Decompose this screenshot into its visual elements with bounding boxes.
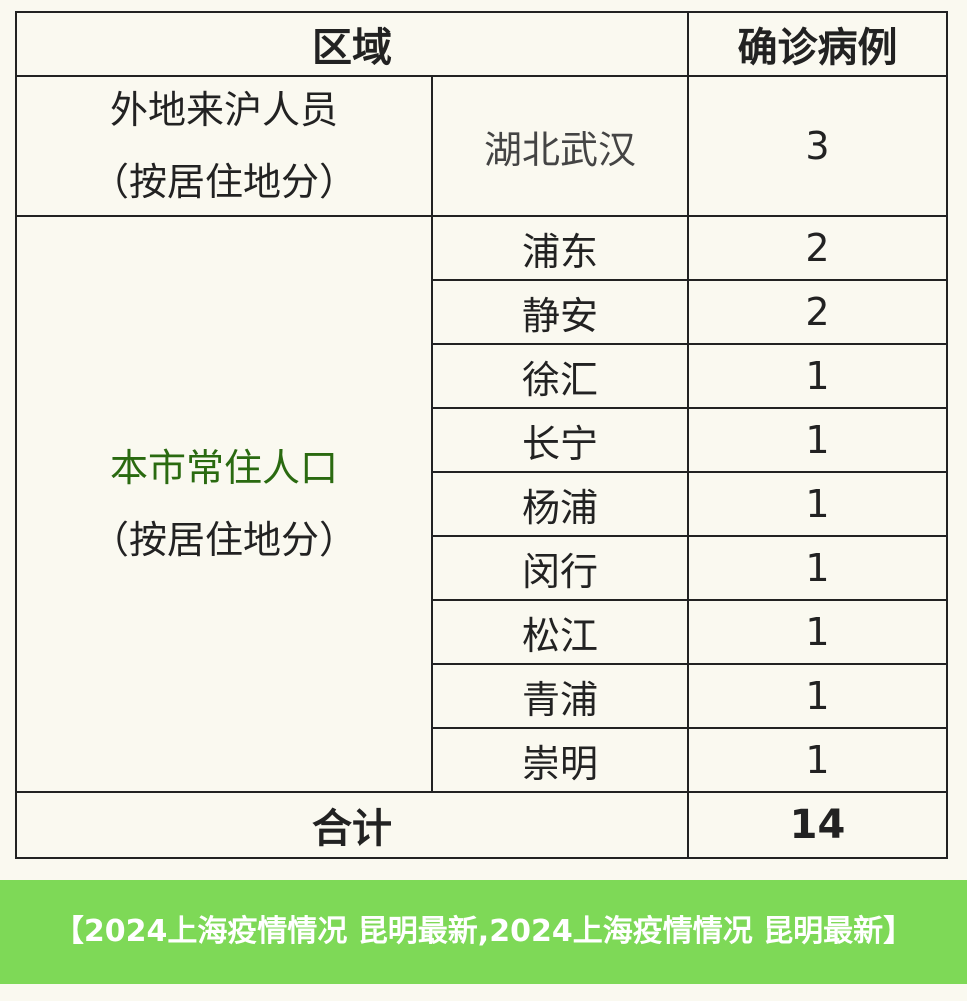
local-cases: 2 (687, 279, 948, 345)
local-region: 徐汇 (431, 343, 689, 409)
local-cases: 1 (687, 471, 948, 537)
local-region: 杨浦 (431, 471, 689, 537)
header-cases: 确诊病例 (687, 11, 948, 77)
local-cases: 1 (687, 407, 948, 473)
title-banner: 【2024上海疫情情况 昆明最新,2024上海疫情情况 昆明最新】 (0, 880, 967, 984)
total-cases: 14 (687, 791, 948, 859)
local-cases: 1 (687, 535, 948, 601)
local-region: 静安 (431, 279, 689, 345)
outside-label: 外地来沪人员 （按居住地分） (15, 75, 433, 217)
local-label-line2: （按居住地分） (90, 518, 357, 562)
local-region: 长宁 (431, 407, 689, 473)
local-label: 本市常住人口 （按居住地分） (15, 215, 433, 793)
outside-cases: 3 (687, 75, 948, 217)
local-cases: 1 (687, 727, 948, 793)
total-label: 合计 (15, 791, 689, 859)
local-cases: 2 (687, 215, 948, 281)
local-region: 青浦 (431, 663, 689, 729)
local-cases: 1 (687, 343, 948, 409)
local-region: 松江 (431, 599, 689, 665)
local-cases: 1 (687, 599, 948, 665)
local-region: 崇明 (431, 727, 689, 793)
local-cases: 1 (687, 663, 948, 729)
local-region: 闵行 (431, 535, 689, 601)
outside-label-line2: （按居住地分） (90, 160, 357, 204)
header-region: 区域 (15, 11, 689, 77)
outside-region: 湖北武汉 (431, 75, 689, 217)
local-label-line1: 本市常住人口 (109, 446, 338, 490)
outside-label-line1: 外地来沪人员 (109, 88, 338, 132)
local-region: 浦东 (431, 215, 689, 281)
